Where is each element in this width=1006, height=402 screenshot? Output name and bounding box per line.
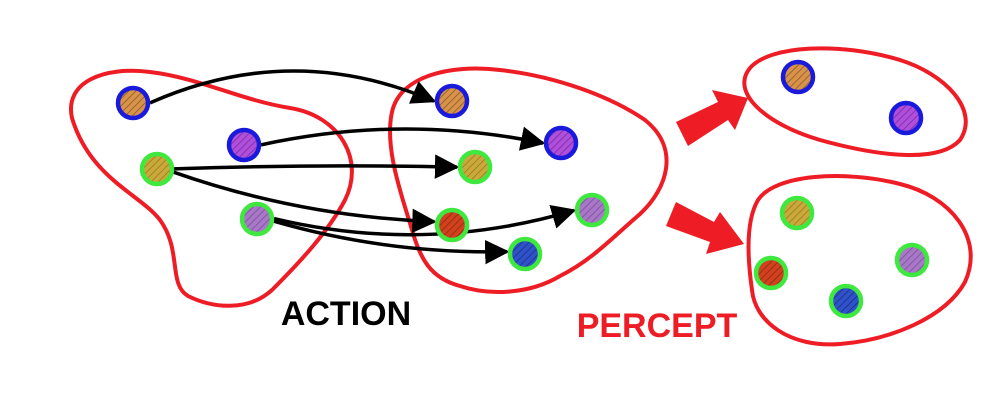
state-node-p5 <box>828 283 864 319</box>
transition-arrow-s4-t6 <box>273 219 510 265</box>
group-outline-target-set <box>388 66 669 294</box>
transitions-layer <box>149 69 577 265</box>
transition-arrow-s1-t1 <box>149 69 437 105</box>
state-node-p6 <box>894 242 930 278</box>
state-node-t3 <box>457 149 493 185</box>
groups-layer <box>68 46 973 347</box>
percept-arrow-upper <box>676 90 748 146</box>
state-node-p2 <box>888 100 924 136</box>
state-node-s3 <box>139 151 175 187</box>
state-node-p1 <box>780 59 816 95</box>
state-node-p4 <box>753 255 789 291</box>
state-node-t4 <box>434 207 470 243</box>
state-node-s2 <box>226 127 262 163</box>
group-outline-percept-class-green <box>746 174 973 347</box>
transition-arrow-s3-t3 <box>173 154 460 179</box>
group-outline-percept-class-blue <box>742 46 968 158</box>
state-node-s1 <box>115 85 151 121</box>
percept-label: PERCEPT <box>577 307 738 345</box>
state-node-s4 <box>239 201 275 237</box>
group-outline-source-set <box>68 68 354 308</box>
state-node-p3 <box>779 195 815 231</box>
state-node-t2 <box>543 125 579 161</box>
percept-arrow-lower <box>666 202 744 254</box>
transition-arrow-s3-t4 <box>173 170 437 234</box>
state-node-t1 <box>434 83 470 119</box>
state-node-t6 <box>507 236 543 272</box>
action-label: ACTION <box>281 295 411 333</box>
transition-arrow-s4-t5 <box>273 204 577 237</box>
state-node-t5 <box>574 192 610 228</box>
states-layer <box>115 59 930 319</box>
transition-arrow-s2-t2 <box>260 126 546 151</box>
